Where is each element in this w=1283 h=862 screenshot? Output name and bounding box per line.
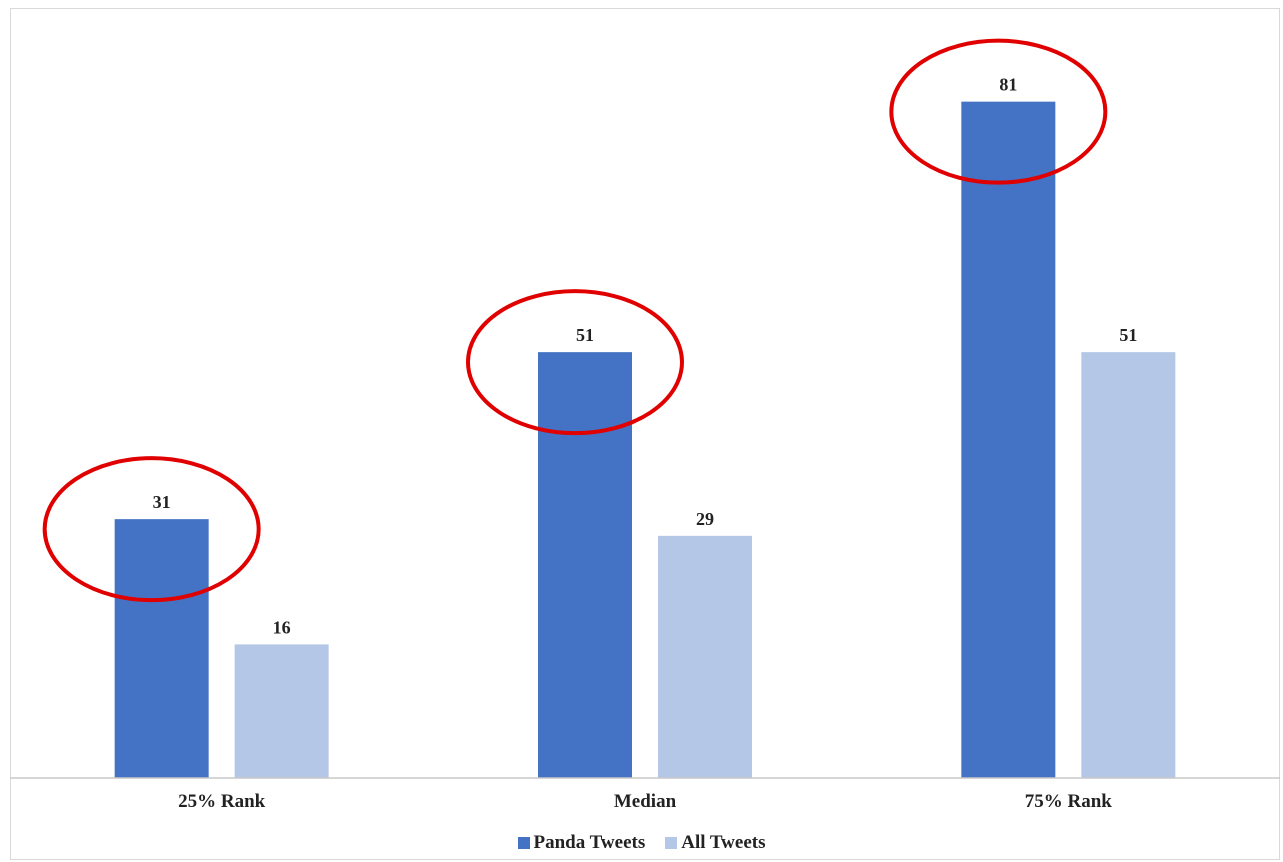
- category-label-75-rank: 75% Rank: [1025, 791, 1113, 810]
- category-label-median: Median: [614, 791, 677, 810]
- bar-all-tweets-25-rank: [234, 644, 329, 778]
- legend-item-panda-tweets: Panda Tweets: [517, 832, 646, 854]
- bar-all-tweets-median: [658, 535, 752, 778]
- data-label-panda-tweets-25-rank: 31: [153, 492, 171, 512]
- bar-panda-tweets-75-rank: [961, 101, 1056, 778]
- chart-frame: [10, 8, 1280, 860]
- bar-all-tweets-75-rank: [1081, 352, 1176, 778]
- data-label-all-tweets-25-rank: 16: [273, 617, 291, 637]
- legend-label-all-tweets: All Tweets: [681, 832, 766, 853]
- data-label-all-tweets-median: 29: [696, 509, 714, 529]
- category-label-25-rank: 25% Rank: [178, 791, 266, 810]
- highlight-ellipse-75-rank: [889, 38, 1108, 185]
- bar-panda-tweets-median: [538, 352, 632, 778]
- data-label-panda-tweets-median: 51: [576, 325, 594, 345]
- legend-swatch-panda-tweets: [517, 837, 530, 849]
- legend-label-panda-tweets: Panda Tweets: [533, 832, 646, 853]
- bar-chart: 31 16 25% Rank 51 29 Median 81 51 75% Rank: [10, 38, 1280, 810]
- data-label-all-tweets-75-rank: 51: [1119, 325, 1137, 345]
- legend: Panda Tweets All Tweets: [0, 832, 1283, 854]
- data-label-panda-tweets-75-rank: 81: [999, 75, 1017, 95]
- legend-swatch-all-tweets: [665, 837, 678, 849]
- highlight-ellipse-25-rank: [42, 456, 261, 603]
- bar-panda-tweets-25-rank: [114, 519, 209, 778]
- highlight-ellipse-median: [466, 289, 684, 436]
- legend-item-all-tweets: All Tweets: [665, 832, 765, 854]
